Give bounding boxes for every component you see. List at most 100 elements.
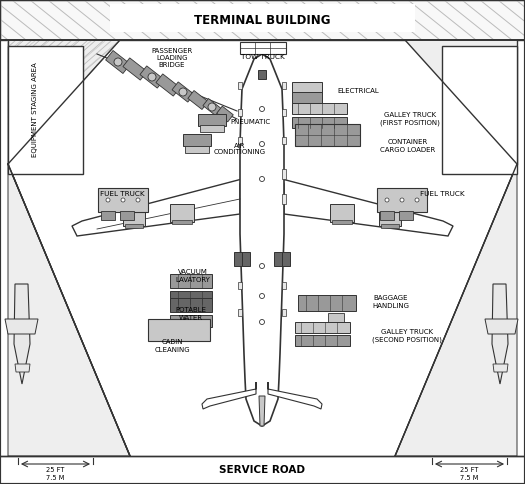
Circle shape (259, 106, 265, 111)
Text: AIR
CONDITIONING: AIR CONDITIONING (214, 142, 266, 155)
Text: CABIN
CLEANING: CABIN CLEANING (155, 339, 191, 352)
Bar (101, 211, 115, 220)
Text: BAGGAGE
HANDLING: BAGGAGE HANDLING (372, 296, 409, 308)
Polygon shape (72, 179, 242, 236)
Bar (170, 298, 212, 312)
Bar (238, 109, 242, 116)
Bar (292, 92, 322, 103)
Text: SERVICE ROAD: SERVICE ROAD (219, 465, 305, 475)
Bar (282, 109, 286, 116)
Text: GALLEY TRUCK
(FIRST POSITION): GALLEY TRUCK (FIRST POSITION) (380, 112, 440, 126)
Bar (242, 252, 250, 266)
Polygon shape (8, 164, 130, 456)
Polygon shape (493, 364, 508, 372)
Polygon shape (485, 319, 518, 334)
Circle shape (259, 177, 265, 182)
Circle shape (400, 198, 404, 202)
Bar (188, 91, 208, 109)
Circle shape (114, 58, 122, 66)
Polygon shape (282, 179, 453, 236)
Bar (156, 74, 180, 96)
Circle shape (385, 198, 389, 202)
Polygon shape (405, 40, 517, 164)
Circle shape (259, 293, 265, 299)
Polygon shape (259, 396, 265, 426)
Bar (217, 106, 233, 122)
Bar (282, 169, 286, 179)
Bar (172, 82, 194, 102)
Bar (282, 82, 286, 89)
Bar (377, 188, 427, 212)
Bar (238, 82, 242, 89)
Bar (330, 204, 354, 222)
Bar (298, 295, 356, 311)
Text: ELECTRICAL: ELECTRICAL (337, 88, 379, 94)
Text: EQUIPMENT STAGING AREA: EQUIPMENT STAGING AREA (32, 62, 38, 157)
Bar (282, 252, 290, 266)
Bar (292, 82, 322, 93)
Text: FUEL TRUCK: FUEL TRUCK (100, 191, 144, 197)
Text: TERMINAL BUILDING: TERMINAL BUILDING (194, 14, 330, 27)
Circle shape (208, 103, 216, 111)
Bar (170, 291, 212, 304)
Circle shape (179, 88, 187, 96)
Bar (292, 103, 347, 114)
Bar (274, 252, 282, 266)
Bar (200, 125, 224, 132)
Polygon shape (395, 164, 517, 456)
Circle shape (121, 198, 125, 202)
Bar (172, 220, 192, 224)
Bar (234, 252, 242, 266)
Circle shape (136, 198, 140, 202)
Polygon shape (14, 284, 30, 384)
Bar (238, 282, 242, 289)
Text: PASSENGER
LOADING
BRIDGE: PASSENGER LOADING BRIDGE (151, 48, 193, 68)
Bar (328, 313, 344, 323)
Polygon shape (268, 382, 322, 409)
Bar (123, 209, 145, 226)
Bar (203, 99, 221, 116)
Bar (106, 50, 130, 74)
Bar (8, 46, 83, 174)
Polygon shape (8, 40, 120, 164)
Circle shape (106, 198, 110, 202)
Bar (295, 124, 360, 146)
Bar (198, 114, 226, 126)
Bar (295, 335, 350, 346)
Text: FUEL TRUCK: FUEL TRUCK (420, 191, 465, 197)
Bar (258, 70, 266, 79)
Bar (399, 211, 413, 220)
Bar (282, 194, 286, 204)
Text: TOW TRUCK: TOW TRUCK (241, 54, 285, 60)
Bar (183, 134, 211, 146)
Bar (170, 315, 212, 327)
Bar (442, 46, 517, 174)
Polygon shape (202, 382, 256, 409)
Bar (125, 224, 143, 228)
Bar (240, 42, 286, 54)
Bar (238, 309, 242, 316)
Bar (98, 188, 148, 212)
Text: 25 FT
7.5 M: 25 FT 7.5 M (460, 468, 478, 481)
Bar (295, 322, 350, 333)
Bar (110, 4, 415, 32)
Bar (170, 204, 194, 222)
Bar (185, 146, 209, 153)
Bar (148, 319, 210, 341)
Bar (381, 224, 399, 228)
Polygon shape (240, 54, 284, 426)
Circle shape (259, 263, 265, 269)
Bar (0, 0, 525, 40)
Text: PNEUMATIC: PNEUMATIC (230, 119, 270, 125)
Bar (380, 211, 394, 220)
Text: GALLEY TRUCK
(SECOND POSITION): GALLEY TRUCK (SECOND POSITION) (372, 329, 442, 343)
Text: 25 FT
7.5 M: 25 FT 7.5 M (46, 468, 64, 481)
Text: VACUUM
LAVATORY: VACUUM LAVATORY (175, 270, 210, 283)
Polygon shape (15, 364, 30, 372)
Bar (123, 58, 147, 80)
Bar (120, 211, 134, 220)
Circle shape (415, 198, 419, 202)
Bar (282, 282, 286, 289)
Bar (170, 274, 212, 288)
Text: POTABLE
WATER: POTABLE WATER (175, 307, 206, 320)
